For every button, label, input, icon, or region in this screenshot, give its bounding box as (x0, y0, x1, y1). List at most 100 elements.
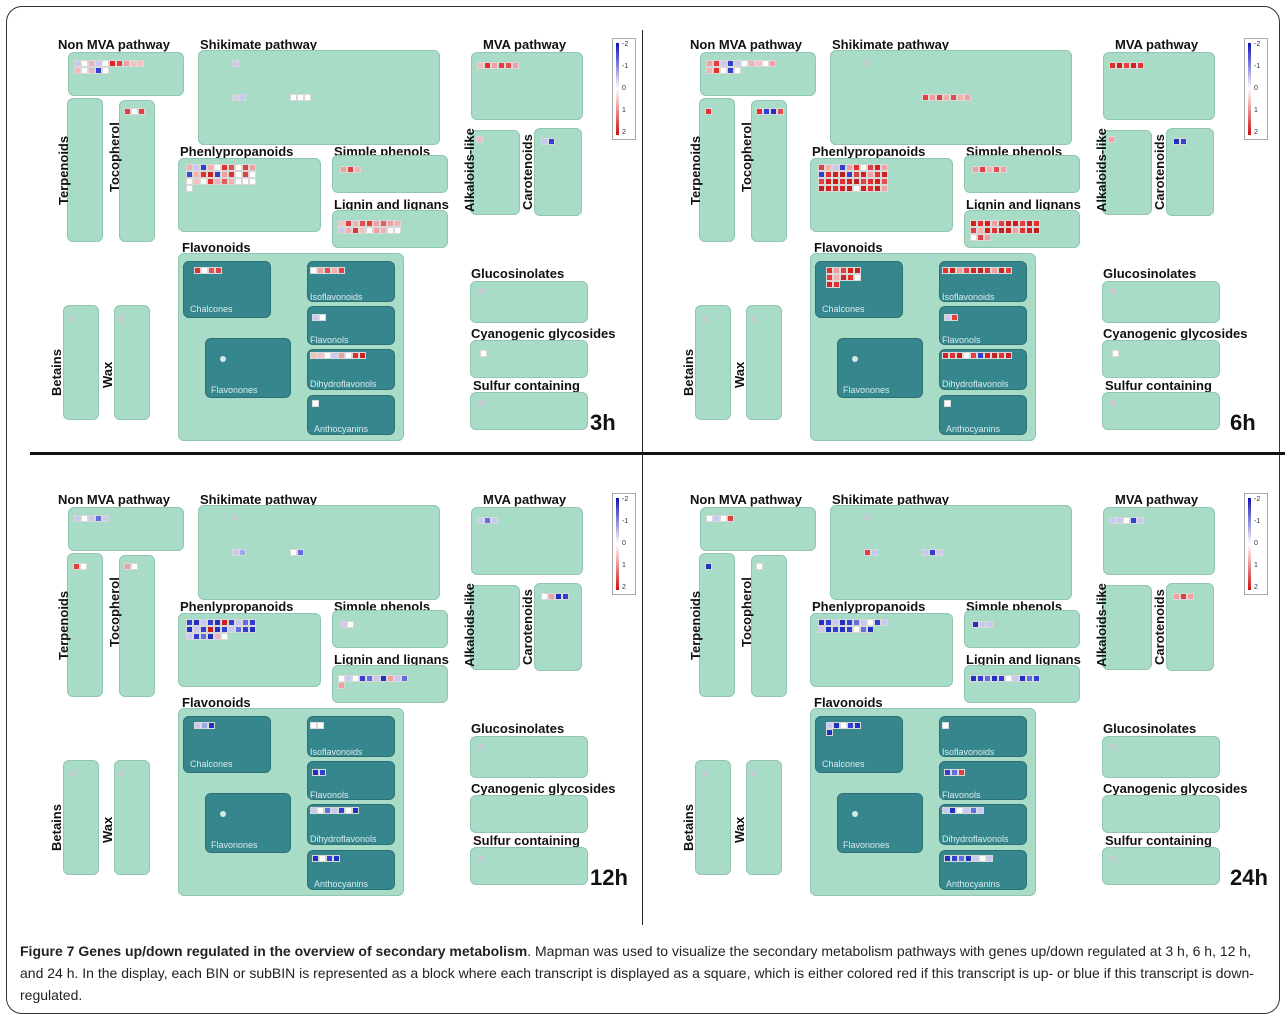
grid-spacer (868, 267, 875, 274)
transcript-square (338, 807, 345, 814)
transcript-square (324, 267, 331, 274)
block-cyanogenic (1102, 795, 1220, 833)
grid-spacer (1012, 234, 1019, 241)
grid-spacer (1194, 138, 1201, 145)
cells-alkaloids (1108, 136, 1178, 143)
grid-spacer (993, 855, 1000, 862)
grid-spacer (993, 769, 1000, 776)
transcript-square (1130, 62, 1137, 69)
empty-bin-dot (1110, 400, 1116, 406)
grid-spacer (1033, 234, 1040, 241)
cells-non-mva (706, 60, 776, 74)
transcript-square (235, 178, 242, 185)
transcript-square (984, 220, 991, 227)
transcript-square (124, 108, 131, 115)
grid-spacer (1144, 62, 1151, 69)
transcript-square (312, 314, 319, 321)
transcript-square (832, 619, 839, 626)
grid-spacer (333, 400, 340, 407)
block-alkaloids (1102, 130, 1152, 215)
grid-spacer (1007, 621, 1014, 628)
grid-spacer (1119, 350, 1126, 357)
grid-spacer (246, 60, 253, 67)
grid-spacer (868, 281, 875, 288)
grid-spacer (200, 185, 207, 192)
grid-spacer (740, 563, 747, 570)
label-lignin: Lignin and lignans (966, 197, 1081, 212)
block-betains (63, 760, 99, 875)
block-simple-phenols (964, 155, 1080, 193)
transcript-square (825, 185, 832, 192)
grid-spacer (755, 515, 762, 522)
transcript-square (207, 619, 214, 626)
transcript-square (854, 722, 861, 729)
grid-spacer (986, 314, 993, 321)
grid-spacer (274, 549, 281, 556)
grid-spacer (719, 563, 726, 570)
color-legend: -2 -1 0 1 2 (612, 38, 636, 140)
grid-spacer (339, 94, 346, 101)
cells-flavonols (312, 769, 382, 776)
transcript-square (201, 722, 208, 729)
transcript-square (249, 164, 256, 171)
transcript-square (193, 619, 200, 626)
transcript-square (1137, 62, 1144, 69)
grid-spacer (1154, 350, 1161, 357)
cells-cyanogenic (480, 350, 550, 357)
empty-bin-dot (750, 316, 756, 322)
transcript-square (214, 626, 221, 633)
transcript-square (130, 60, 137, 67)
transcript-square (88, 67, 95, 74)
grid-spacer (145, 563, 152, 570)
transcript-square (944, 769, 951, 776)
transcript-square (818, 619, 825, 626)
transcript-square (200, 178, 207, 185)
grid-spacer (1172, 62, 1179, 69)
transcript-square (354, 166, 361, 173)
grid-spacer (950, 549, 957, 556)
transcript-square (200, 171, 207, 178)
transcript-square (839, 619, 846, 626)
transcript-square (991, 220, 998, 227)
grid-spacer (1144, 517, 1151, 524)
grid-spacer (812, 563, 819, 570)
cells-tocopherol (124, 563, 194, 570)
transcript-square (491, 62, 498, 69)
cells-isoflavonoids (942, 722, 1012, 729)
block-glucosinolates (470, 281, 588, 323)
transcript-square (825, 619, 832, 626)
grid-spacer (250, 722, 257, 729)
label-flavonols: Flavonols (942, 335, 981, 345)
transcript-square (373, 675, 380, 682)
grid-spacer (373, 682, 380, 689)
label-terpenoids: Terpenoids (688, 590, 703, 660)
transcript-square (477, 62, 484, 69)
transcript-square (867, 164, 874, 171)
empty-bin-dot (478, 288, 484, 294)
transcript-square (331, 267, 338, 274)
empty-bin-dot (1110, 288, 1116, 294)
grid-spacer (1187, 138, 1194, 145)
label-glucosinolates: Glucosinolates (1103, 721, 1197, 736)
transcript-square (706, 67, 713, 74)
grid-spacer (389, 166, 396, 173)
transcript-square (970, 227, 977, 234)
grid-spacer (346, 94, 353, 101)
grid-spacer (394, 682, 401, 689)
transcript-square (1123, 517, 1130, 524)
transcript-square (116, 60, 123, 67)
grid-spacer (288, 60, 295, 67)
transcript-square (324, 352, 331, 359)
transcript-square (734, 60, 741, 67)
cells-lignin (338, 675, 408, 689)
grid-spacer (1007, 166, 1014, 173)
figure-frame (6, 6, 1280, 1014)
label-cyanogenic: Cyanogenic glycosides (471, 781, 616, 796)
grid-spacer (253, 549, 260, 556)
transcript-square (846, 185, 853, 192)
legend-tick: 2 (1254, 584, 1258, 591)
grid-spacer (304, 549, 311, 556)
label-dihydroflavonols: Dihydroflavonols (310, 379, 377, 389)
grid-spacer (235, 185, 242, 192)
grid-spacer (597, 593, 604, 600)
